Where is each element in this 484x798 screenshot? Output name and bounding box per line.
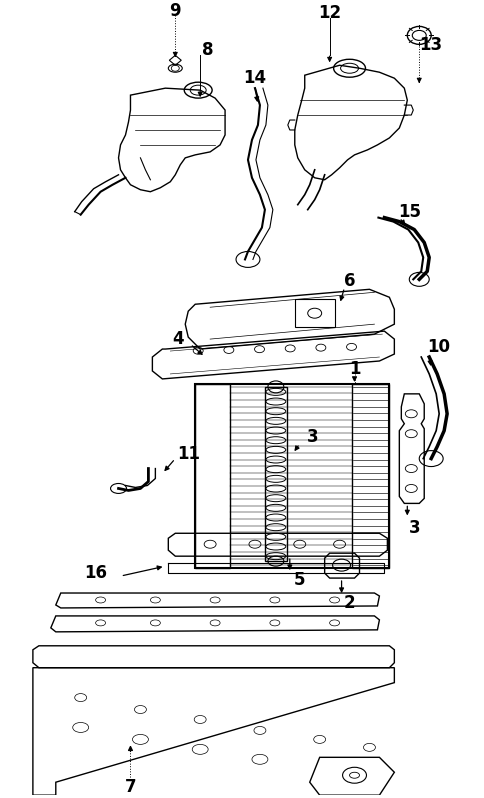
Text: 12: 12 (318, 5, 340, 22)
Text: 6: 6 (343, 272, 355, 290)
Text: 4: 4 (172, 330, 184, 348)
Text: 3: 3 (306, 428, 318, 445)
Text: 13: 13 (419, 37, 442, 54)
Text: 1: 1 (348, 360, 360, 378)
Text: 8: 8 (202, 41, 213, 59)
Text: 5: 5 (293, 571, 305, 589)
Text: 15: 15 (397, 203, 420, 220)
Text: 9: 9 (169, 2, 181, 21)
Bar (195, 384, 229, 568)
Text: 10: 10 (427, 338, 450, 356)
Bar (195, 384, 389, 568)
Text: 7: 7 (124, 778, 136, 796)
Bar (294, 299, 334, 327)
Text: 14: 14 (243, 69, 266, 87)
Text: 11: 11 (176, 444, 199, 463)
Text: 2: 2 (343, 594, 355, 612)
Text: 3: 3 (408, 519, 419, 537)
Bar (351, 384, 389, 568)
Text: 16: 16 (84, 564, 107, 582)
Bar (264, 387, 286, 561)
